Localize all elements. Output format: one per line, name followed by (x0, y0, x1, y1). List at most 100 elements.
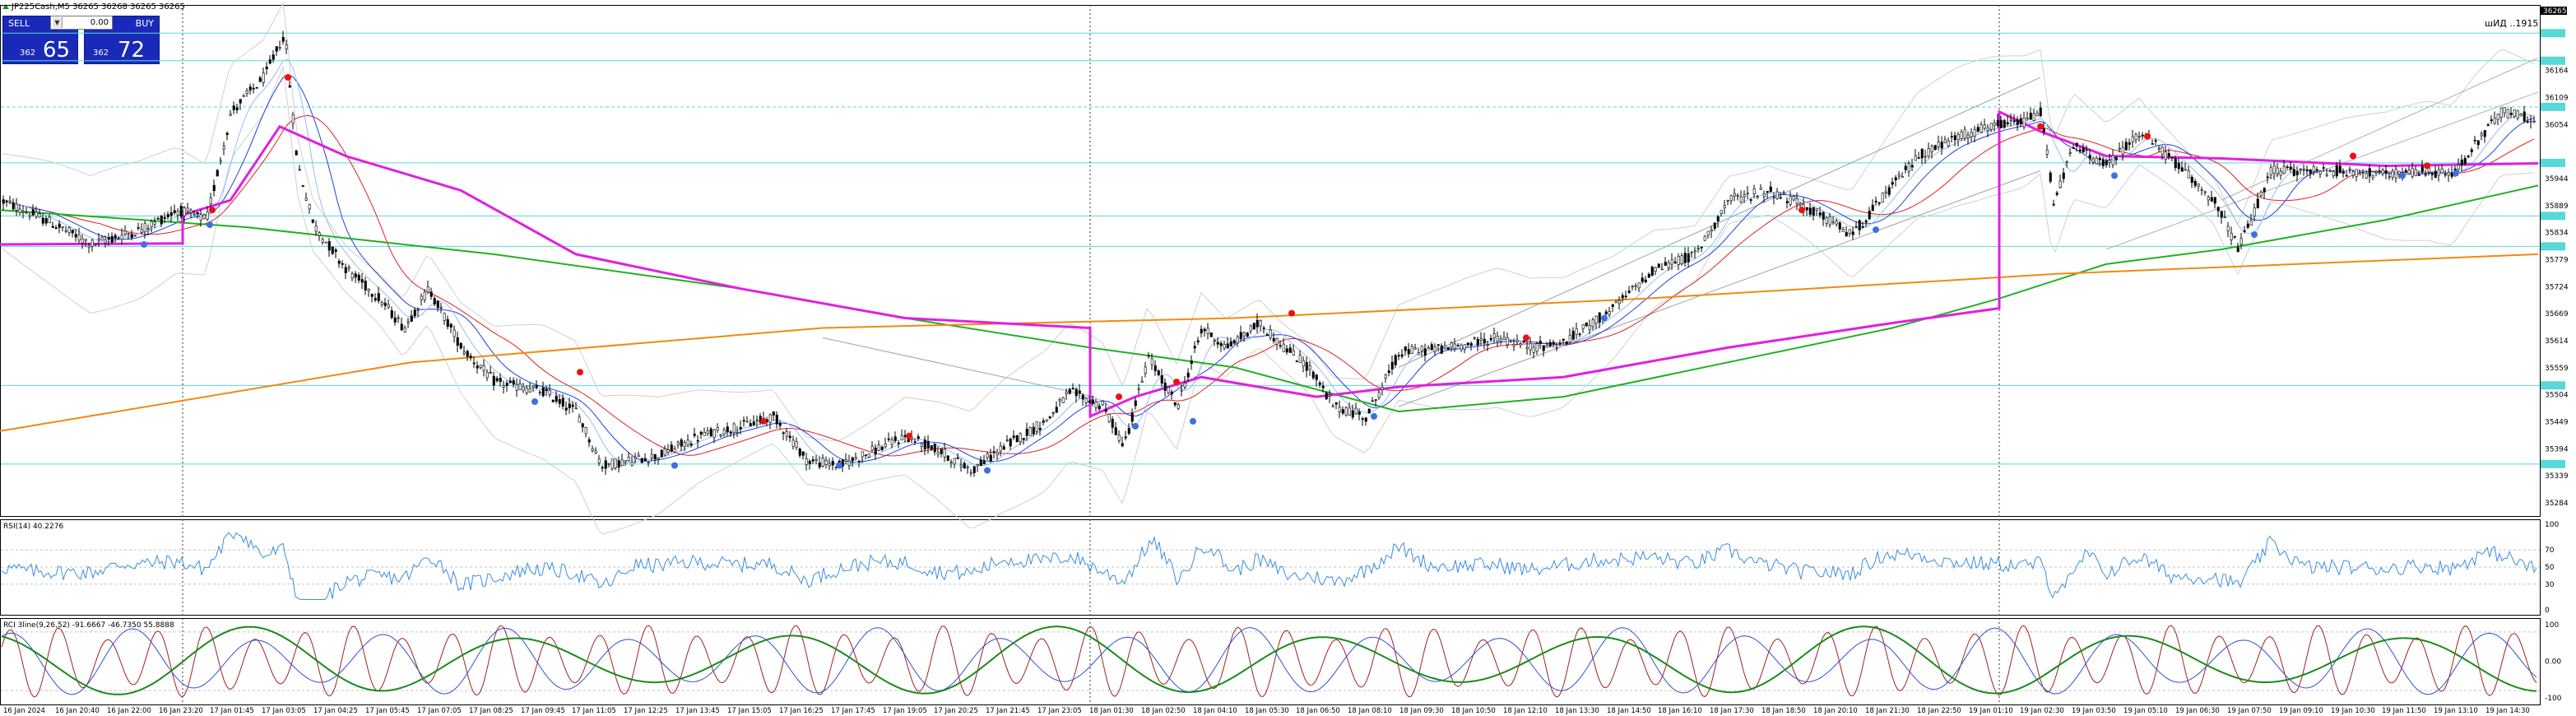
candle-body (1042, 421, 1045, 423)
candle-body (913, 441, 917, 443)
sell-button[interactable]: SELL 362 65 (2, 16, 78, 64)
candle-body (1318, 382, 1321, 385)
time-axis-label: 19 Jan 07:50 (2227, 707, 2272, 715)
candle-body (1670, 259, 1673, 265)
candle-body (749, 423, 752, 426)
candle-body (1331, 405, 1334, 407)
candle-body (1486, 344, 1489, 346)
time-axis-label: 18 Jan 05:30 (1245, 707, 1289, 715)
rsi-axis-label: 30 (2545, 581, 2555, 589)
candle-body (347, 267, 350, 269)
candle-body (2085, 149, 2088, 151)
candle-body (1558, 342, 1562, 345)
rsi-axis-label: 0 (2545, 607, 2550, 615)
candle-body (1305, 361, 1308, 371)
candle-body (186, 207, 189, 212)
candle-body (495, 378, 499, 382)
candle-body (314, 225, 318, 232)
candle-body (999, 445, 1002, 452)
candle-body (1200, 328, 1203, 333)
candle-body (558, 398, 561, 404)
candle-body (31, 209, 35, 216)
candle-body (2190, 176, 2193, 184)
candle-body (1157, 370, 1160, 375)
candle-body (2529, 120, 2532, 123)
chevron-down-icon[interactable]: ▼ (53, 17, 63, 28)
candle-body (795, 441, 798, 448)
candle-body (1048, 416, 1051, 419)
candle-body (2207, 197, 2210, 201)
candle-body (327, 241, 331, 251)
candle-body (123, 230, 127, 235)
candle-body (1098, 405, 1101, 410)
candle-body (2345, 175, 2348, 177)
candle-body (1061, 397, 1065, 403)
time-axis-label: 17 Jan 23:05 (1037, 707, 1082, 715)
candle-body (1542, 345, 1545, 351)
candle-body (1506, 337, 1509, 346)
candle-body (531, 385, 535, 388)
candle-body (2391, 170, 2394, 178)
candle-body (624, 460, 627, 463)
candle-body (1690, 251, 1693, 253)
candle-body (1973, 128, 1976, 137)
volume-input[interactable]: ▼ 0.00 (50, 16, 113, 30)
candle-body (1035, 421, 1038, 432)
candle-body (1953, 135, 1956, 141)
candle-body (900, 435, 903, 440)
time-axis-label: 18 Jan 22:50 (1917, 707, 1961, 715)
candle-body (1808, 207, 1812, 215)
candle-body (2381, 170, 2384, 174)
candle-body (1986, 128, 1989, 131)
candle-body (364, 281, 367, 291)
candle-body (48, 216, 51, 224)
candle-body (1275, 337, 1279, 345)
candle-body (1930, 146, 1933, 152)
candle-body (551, 399, 555, 402)
candle-body (1509, 340, 1512, 342)
candle-body (383, 302, 387, 306)
candle-body (663, 448, 666, 456)
candle-body (1868, 210, 1871, 220)
time-axis-label: 18 Jan 08:10 (1348, 707, 1392, 715)
candle-body (1739, 196, 1743, 202)
candle-body (1249, 325, 1252, 332)
sell-signal-dot (1523, 334, 1529, 342)
candle-body (2325, 174, 2328, 177)
time-axis-label: 19 Jan 13:10 (2434, 707, 2478, 715)
sell-signal-dot (285, 74, 291, 81)
candle-body (1904, 165, 1907, 170)
candle-body (969, 472, 972, 474)
candle-body (133, 235, 137, 237)
candle-body (1891, 182, 1894, 185)
candle-body (140, 229, 143, 233)
candle-body (2292, 169, 2295, 176)
candle-body (114, 235, 117, 239)
candle-body (1180, 389, 1183, 392)
time-axis-label: 17 Jan 12:25 (624, 707, 668, 715)
candle-body (1446, 346, 1450, 350)
time-axis-label: 17 Jan 15:05 (727, 707, 772, 715)
candle-body (2328, 170, 2332, 173)
candle-body (1344, 407, 1348, 416)
time-axis-label: 16 Jan 23:20 (159, 707, 203, 715)
candle-body (2266, 176, 2269, 179)
candle-body (2141, 134, 2144, 137)
candle-body (844, 458, 847, 462)
candle-body (699, 431, 703, 435)
candle-body (1476, 338, 1479, 346)
candle-body (943, 449, 946, 458)
candle-body (643, 458, 647, 462)
candle-body (1562, 338, 1565, 341)
candle-body (1334, 402, 1338, 405)
candle-body (1845, 232, 1848, 237)
buy-signal-dot (671, 462, 678, 469)
candle-body (1341, 409, 1344, 414)
candle-body (1055, 407, 1058, 413)
level-price-tag (2541, 242, 2565, 251)
candle-body (2480, 133, 2483, 137)
candle-body (334, 249, 337, 252)
candle-body (1631, 286, 1634, 288)
candle-body (1387, 370, 1390, 374)
